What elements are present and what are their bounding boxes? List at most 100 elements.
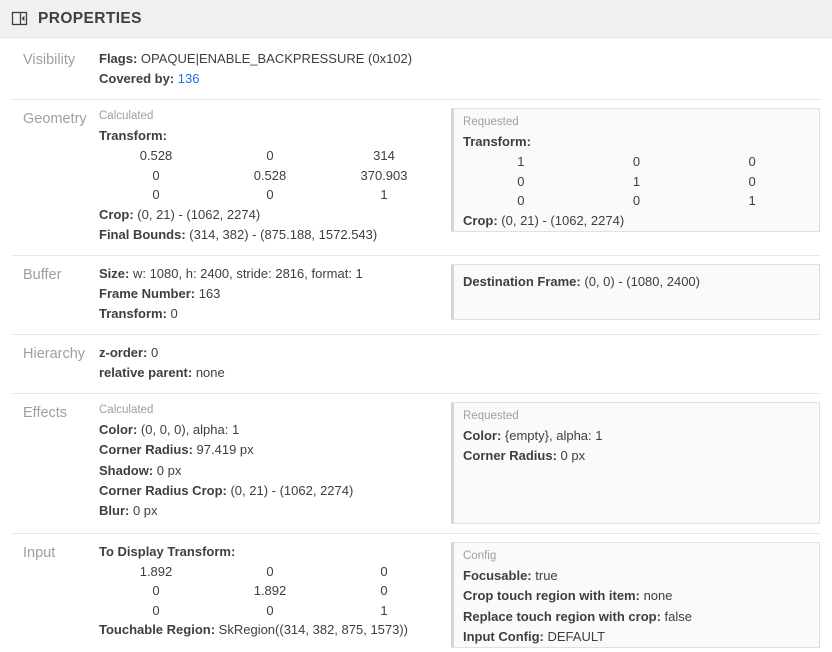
matrix-cell: 0.528 (253, 167, 287, 183)
input-transform-column: To Display Transform: 1.892 0 0 0 1.892 … (87, 542, 441, 641)
matrix-cell: 0 (266, 602, 274, 618)
panel-header: PROPERTIES (0, 0, 832, 38)
visibility-covered-link[interactable]: 136 (177, 71, 200, 87)
input-focusable-row: Focusable: true (463, 566, 810, 586)
crop-value: (0, 21) - (1062, 2274) (501, 212, 625, 228)
section-geometry: Geometry Calculated Transform: 0.528 0 3… (12, 98, 820, 255)
effects-corner-radius-label: Corner Radius: (99, 442, 193, 458)
destination-frame-label: Destination Frame: (463, 273, 581, 289)
touchable-region-value: SkRegion((314, 382, 875, 1573)) (218, 622, 409, 638)
matrix-cell: 1.892 (253, 583, 287, 599)
effects-calculated-column: Calculated Color: (0, 0, 0), alpha: 1 Co… (87, 402, 441, 522)
crop-touch-value: none (643, 588, 673, 604)
effects-requested-corner-radius-label: Corner Radius: (463, 448, 557, 464)
effects-corner-radius-crop-row: Corner Radius Crop: (0, 21) - (1062, 227… (99, 481, 441, 501)
input-touchable-region-row: Touchable Region: SkRegion((314, 382, 87… (99, 620, 441, 640)
zorder-label: z-order: (99, 344, 148, 360)
geometry-requested-matrix: 1 0 0 0 1 0 0 0 1 (463, 152, 810, 210)
matrix-cell: 1 (517, 154, 525, 170)
geometry-requested-heading: Requested (463, 115, 519, 128)
input-replace-touch-row: Replace touch region with crop: false (463, 607, 810, 627)
matrix-cell: 0 (152, 583, 160, 599)
visibility-flags-row: Flags: OPAQUE|ENABLE_BACKPRESSURE (0x102… (99, 49, 820, 69)
matrix-cell: 0 (517, 193, 525, 209)
visibility-flags-key: Flags: (99, 51, 138, 66)
input-config-label: Input Config: (463, 629, 544, 644)
replace-touch-value: false (664, 608, 693, 624)
destination-frame-value: (0, 0) - (1080, 2400) (584, 273, 700, 289)
final-bounds-label: Final Bounds: (99, 227, 186, 243)
buffer-destination-column: Destination Frame: (0, 0) - (1080, 2400) (451, 263, 820, 320)
matrix-cell: 0.528 (139, 148, 173, 164)
buffer-transform-row: Transform: 0 (99, 304, 441, 324)
matrix-cell: 0 (748, 173, 756, 189)
collapse-panel-icon[interactable] (10, 9, 29, 28)
final-bounds-value: (314, 382) - (875.188, 1572.543) (189, 227, 378, 243)
geometry-requested-column: Requested Transform: 1 0 0 0 1 0 0 0 1 (451, 107, 820, 232)
replace-touch-label: Replace touch region with crop: (463, 608, 661, 624)
buffer-size-value: w: 1080, h: 2400, stride: 2816, format: … (132, 265, 363, 281)
focusable-label: Focusable: (463, 567, 532, 583)
visibility-covered-row: Covered by: 136 (99, 69, 820, 89)
effects-shadow-label: Shadow: (99, 462, 154, 478)
matrix-cell: 0 (380, 583, 388, 599)
geometry-final-bounds-row: Final Bounds: (314, 382) - (875.188, 157… (99, 225, 441, 245)
effects-blur-value: 0 px (132, 503, 158, 519)
effects-requested-heading: Requested (463, 409, 519, 422)
geometry-requested-transform-key: Transform: (463, 132, 810, 152)
geometry-calculated-matrix: 0.528 0 314 0 0.528 370.903 0 0 1 (99, 146, 441, 204)
matrix-cell: 0 (266, 187, 274, 203)
section-label-input: Input (23, 544, 56, 561)
section-label-effects: Effects (23, 404, 68, 421)
properties-body: Visibility Flags: OPAQUE|ENABLE_BACKPRES… (0, 38, 832, 652)
section-buffer: Buffer Size: w: 1080, h: 2400, stride: 2… (12, 254, 820, 334)
effects-color-label: Color: (99, 421, 138, 437)
matrix-cell: 1 (380, 187, 388, 203)
visibility-flags-value: OPAQUE|ENABLE_BACKPRESSURE (0x102) (140, 51, 413, 66)
matrix-cell: 0 (632, 154, 641, 170)
touchable-region-label: Touchable Region: (99, 622, 216, 638)
section-input: Input To Display Transform: 1.892 0 0 0 … (12, 532, 820, 652)
section-label-geometry: Geometry (23, 110, 87, 127)
buffer-frame-number-row: Frame Number: 163 (99, 284, 441, 304)
buffer-destination-frame-row: Destination Frame: (0, 0) - (1080, 2400) (463, 272, 810, 292)
input-to-display-transform-row: To Display Transform: (99, 542, 441, 562)
effects-corner-radius-value: 97.419 px (196, 442, 254, 458)
section-label-buffer: Buffer (23, 266, 62, 283)
geometry-calculated-heading: Calculated (99, 109, 154, 122)
crop-touch-label: Crop touch region with item: (463, 588, 640, 604)
section-label-visibility: Visibility (23, 52, 76, 68)
buffer-frame-number-label: Frame Number: (99, 285, 196, 301)
buffer-transform-label: Transform: (99, 306, 167, 322)
effects-calculated-heading: Calculated (99, 403, 154, 416)
visibility-covered-key: Covered by: (99, 71, 175, 87)
effects-requested-corner-radius-row: Corner Radius: 0 px (463, 446, 810, 466)
input-config-value: DEFAULT (547, 629, 606, 644)
geometry-calculated-transform-key: Transform: (99, 126, 441, 146)
matrix-cell: 0 (152, 167, 160, 183)
matrix-cell: 0 (266, 563, 274, 579)
input-config-box: Config Focusable: true Crop touch region… (451, 541, 820, 648)
effects-blur-row: Blur: 0 px (99, 501, 441, 521)
matrix-cell: 0 (266, 148, 274, 164)
zorder-value: 0 (151, 344, 159, 360)
effects-corner-radius-row: Corner Radius: 97.419 px (99, 440, 441, 460)
hierarchy-relative-parent-row: relative parent: none (99, 363, 820, 383)
effects-requested-box: Requested Color: {empty}, alpha: 1 Corne… (451, 401, 820, 524)
matrix-cell: 1 (748, 193, 756, 209)
input-config-value-row: Input Config: DEFAULT (463, 627, 810, 647)
matrix-cell: 0 (517, 173, 525, 189)
effects-color-row: Color: (0, 0, 0), alpha: 1 (99, 420, 441, 440)
effects-requested-color-row: Color: {empty}, alpha: 1 (463, 426, 810, 446)
matrix-cell: 0 (632, 193, 641, 209)
section-effects: Effects Calculated Color: (0, 0, 0), alp… (12, 392, 820, 533)
input-crop-touch-row: Crop touch region with item: none (463, 586, 810, 606)
effects-corner-radius-crop-value: (0, 21) - (1062, 2274) (230, 483, 354, 498)
matrix-cell: 1 (632, 173, 641, 189)
matrix-cell: 0 (152, 187, 160, 203)
matrix-cell: 0 (748, 154, 756, 170)
effects-corner-radius-crop-label: Corner Radius Crop: (99, 483, 227, 498)
effects-shadow-value: 0 px (156, 462, 182, 478)
effects-requested-corner-radius-value: 0 px (560, 448, 586, 464)
geometry-calculated-crop-row: Crop: (0, 21) - (1062, 2274) (99, 205, 441, 225)
